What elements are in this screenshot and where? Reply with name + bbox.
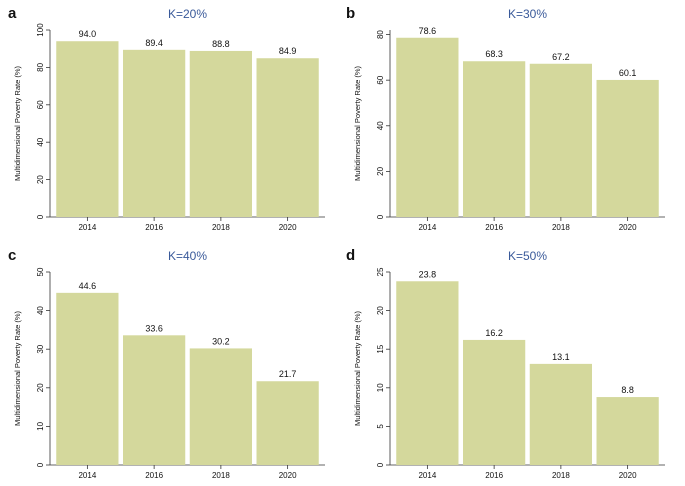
bar-value-label: 84.9 <box>279 46 297 56</box>
x-tick-label: 2020 <box>279 471 297 480</box>
y-tick-label: 5 <box>376 424 385 429</box>
chart-panel-d: d K=50% Multidimensional Poverty Rate (%) 0… <box>346 247 665 480</box>
bar-2014 <box>56 41 119 217</box>
bar-value-label: 13.1 <box>552 352 570 362</box>
x-tick-label: 2018 <box>212 223 230 232</box>
bar-2014 <box>396 281 459 465</box>
y-tick-label: 0 <box>36 214 45 219</box>
bar-value-label: 8.8 <box>621 385 634 395</box>
x-tick-label: 2020 <box>619 223 637 232</box>
y-tick-label: 25 <box>376 267 385 276</box>
panel-letter: c <box>8 247 16 264</box>
y-axis-label: Multidimensional Poverty Rate (%) <box>353 65 362 181</box>
y-tick-label: 15 <box>376 344 385 353</box>
y-tick-label: 20 <box>36 383 45 392</box>
chart-title: K=50% <box>508 249 547 263</box>
y-tick-label: 40 <box>376 121 385 130</box>
y-tick-label: 0 <box>36 462 45 467</box>
bar-value-label: 89.4 <box>145 38 163 48</box>
y-tick-label: 20 <box>376 166 385 175</box>
y-tick-label: 40 <box>36 137 45 146</box>
bar-value-label: 67.2 <box>552 52 570 62</box>
y-tick-label: 20 <box>376 306 385 315</box>
x-tick-label: 2016 <box>145 223 163 232</box>
x-tick-label: 2016 <box>485 223 503 232</box>
bar-value-label: 88.8 <box>212 39 230 49</box>
x-tick-label: 2018 <box>552 223 570 232</box>
bar-2016 <box>123 335 186 465</box>
x-tick-label: 2014 <box>418 223 436 232</box>
bar-value-label: 60.1 <box>619 68 637 78</box>
chart-panel-a: a K=20% Multidimensional Poverty Rate (%) 0… <box>8 5 325 232</box>
y-tick-label: 60 <box>36 100 45 109</box>
y-tick-label: 100 <box>36 23 45 37</box>
bar-value-label: 44.6 <box>79 281 97 291</box>
y-tick-label: 0 <box>376 462 385 467</box>
bar-value-label: 23.8 <box>419 269 437 279</box>
y-tick-label: 30 <box>36 344 45 353</box>
bar-2014 <box>396 37 459 217</box>
y-tick-label: 60 <box>376 75 385 84</box>
y-tick-label: 50 <box>36 267 45 276</box>
x-tick-label: 2018 <box>212 471 230 480</box>
bar-2016 <box>123 49 186 218</box>
x-tick-label: 2016 <box>485 471 503 480</box>
bar-value-label: 21.7 <box>279 369 297 379</box>
y-tick-label: 20 <box>36 175 45 184</box>
bar-value-label: 78.6 <box>419 26 437 36</box>
chart-panel-c: c K=40% Multidimensional Poverty Rate (%) 0… <box>8 247 325 480</box>
x-tick-label: 2014 <box>78 471 96 480</box>
bar-2016 <box>463 339 526 465</box>
x-tick-label: 2016 <box>145 471 163 480</box>
panel-letter: b <box>346 5 355 22</box>
y-tick-label: 10 <box>376 383 385 392</box>
bar-2018 <box>189 348 252 465</box>
bar-2018 <box>529 363 592 465</box>
y-axis-label: Multidimensional Poverty Rate (%) <box>353 310 362 426</box>
y-tick-label: 80 <box>376 30 385 39</box>
bar-2018 <box>189 50 252 217</box>
panel-letter: a <box>8 5 17 22</box>
bar-value-label: 94.0 <box>79 29 97 39</box>
chart-title: K=30% <box>508 7 547 21</box>
y-tick-label: 0 <box>376 214 385 219</box>
x-tick-label: 2014 <box>78 223 96 232</box>
y-tick-label: 10 <box>36 421 45 430</box>
bar-2020 <box>256 58 319 217</box>
bar-2020 <box>596 79 659 217</box>
chart-title: K=20% <box>168 7 207 21</box>
y-axis-label: Multidimensional Poverty Rate (%) <box>13 310 22 426</box>
y-tick-label: 40 <box>36 306 45 315</box>
bar-2014 <box>56 292 119 465</box>
bar-value-label: 16.2 <box>485 328 503 338</box>
y-axis-label: Multidimensional Poverty Rate (%) <box>13 65 22 181</box>
bar-2020 <box>596 397 659 465</box>
x-tick-label: 2020 <box>619 471 637 480</box>
chart-panel-b: b K=30% Multidimensional Poverty Rate (%) 0… <box>346 5 665 232</box>
bar-2020 <box>256 381 319 465</box>
bar-2018 <box>529 63 592 217</box>
bar-value-label: 68.3 <box>485 49 503 59</box>
chart-title: K=40% <box>168 249 207 263</box>
panel-letter: d <box>346 247 355 264</box>
bar-value-label: 33.6 <box>145 323 163 333</box>
x-tick-label: 2014 <box>418 471 436 480</box>
bar-2016 <box>463 61 526 218</box>
y-tick-label: 80 <box>36 62 45 71</box>
bar-value-label: 30.2 <box>212 336 230 346</box>
x-tick-label: 2020 <box>279 223 297 232</box>
x-tick-label: 2018 <box>552 471 570 480</box>
